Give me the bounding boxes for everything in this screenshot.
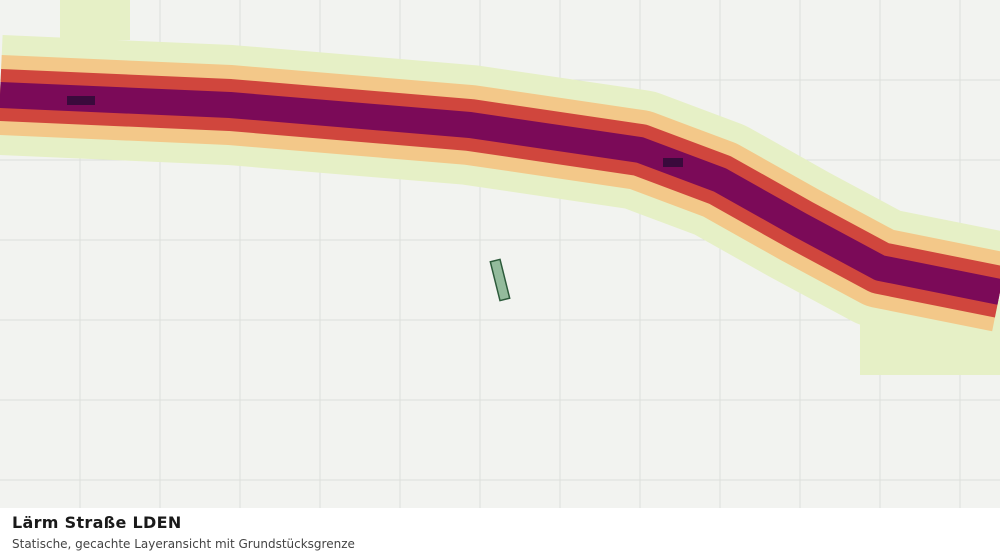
parcel-boundary xyxy=(489,258,511,302)
noise-patch xyxy=(60,0,130,40)
map xyxy=(0,0,1000,508)
noise-bands xyxy=(0,0,1000,375)
footer: Lärm Straße LDEN Statische, gecachte Lay… xyxy=(0,508,1000,560)
noise-band-max xyxy=(67,96,95,105)
layer-title: Lärm Straße LDEN xyxy=(12,513,182,532)
noise-band-max xyxy=(663,158,683,167)
layer-subtitle: Statische, gecachte Layeransicht mit Gru… xyxy=(12,537,355,551)
